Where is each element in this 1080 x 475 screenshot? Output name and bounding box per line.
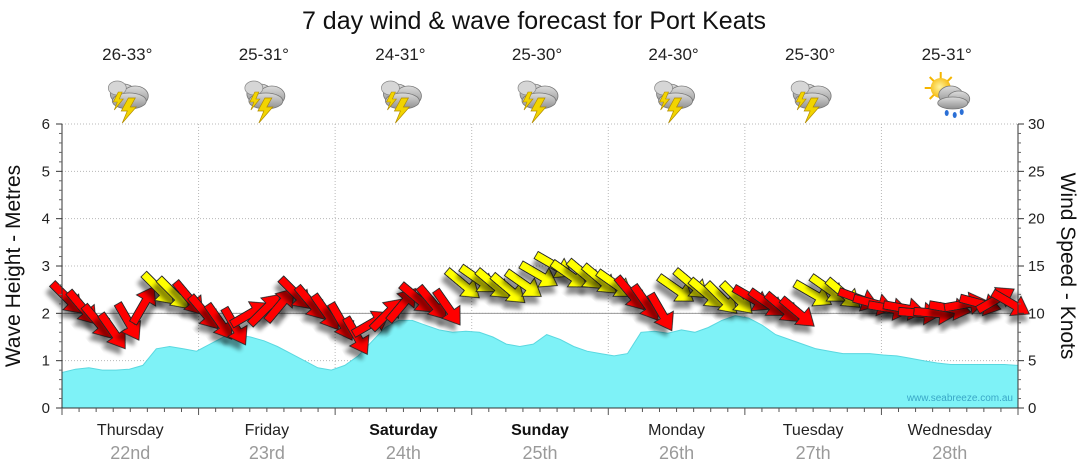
day-date-label: 24th <box>386 443 421 463</box>
storm-cloud-icon <box>244 80 286 124</box>
right-tick-label: 5 <box>1028 353 1036 370</box>
day-name-label: Thursday <box>97 422 164 439</box>
day-date-label: 22nd <box>110 443 150 463</box>
right-tick-label: 20 <box>1028 211 1045 228</box>
wind-arrow <box>432 287 461 326</box>
wind-arrow <box>129 285 157 326</box>
right-tick-label: 0 <box>1028 400 1036 417</box>
right-tick-label: 15 <box>1028 258 1045 275</box>
daily-forecast-header: 26-33° 25-31° 24-31° 25-30° 24-30° 25-30° 25-3… <box>102 45 972 124</box>
day-temp-range: 25-31° <box>239 45 289 64</box>
left-axis-label: Wave Height - Metres <box>2 165 25 367</box>
day-date-label: 23rd <box>249 443 285 463</box>
sun-rain-cloud-icon <box>923 71 971 119</box>
day-temp-range: 25-30° <box>512 45 562 64</box>
day-temp-range: 25-31° <box>922 45 972 64</box>
right-axis-label: Wind Speed - Knots <box>1056 173 1079 360</box>
wind-arrow <box>443 267 480 299</box>
left-tick-label: 5 <box>42 163 50 180</box>
storm-cloud-icon <box>107 80 149 124</box>
day-date-label: 28th <box>932 443 967 463</box>
day-name-label: Sunday <box>511 422 569 439</box>
left-tick-label: 4 <box>42 211 50 228</box>
right-tick-label: 30 <box>1028 116 1045 133</box>
wind-arrow <box>656 273 695 302</box>
chart-title: 7 day wind & wave forecast for Port Keat… <box>302 7 766 35</box>
day-temp-range: 24-30° <box>648 45 698 64</box>
credit-text: www.seabreeze.com.au <box>906 393 1013 404</box>
left-tick-label: 0 <box>42 400 50 417</box>
wind-arrow <box>778 295 815 327</box>
storm-cloud-icon <box>654 80 695 124</box>
wave-height-area <box>61 315 1019 409</box>
wind-arrow <box>703 280 738 314</box>
right-axis-ticks: 0 5 10 15 20 25 30 <box>1018 116 1045 417</box>
left-tick-label: 1 <box>42 353 50 370</box>
day-name-label: Tuesday <box>783 422 844 439</box>
left-tick-label: 2 <box>42 305 50 322</box>
wind-arrow <box>646 291 674 332</box>
right-tick-label: 25 <box>1028 163 1045 180</box>
day-name-label: Wednesday <box>908 422 992 439</box>
day-name-label: Saturday <box>369 422 438 439</box>
left-tick-label: 6 <box>42 116 50 133</box>
wind-arrow <box>792 279 833 307</box>
day-temp-range: 24-31° <box>375 45 425 64</box>
day-labels: Thursday 22nd Friday 23rd Saturday 24th Sunday… <box>97 422 992 463</box>
right-tick-label: 10 <box>1028 305 1045 322</box>
wind-arrow <box>489 271 526 304</box>
storm-cloud-icon <box>517 80 559 124</box>
wind-arrow <box>97 311 126 350</box>
day-temp-range: 25-30° <box>785 45 835 64</box>
storm-cloud-icon <box>790 80 832 124</box>
wind-arrow <box>203 301 233 340</box>
x-axis-ticks <box>61 408 1019 415</box>
day-temp-range: 26-33° <box>102 45 152 64</box>
day-date-label: 25th <box>522 443 557 463</box>
left-tick-label: 3 <box>42 258 50 275</box>
day-name-label: Monday <box>648 422 705 439</box>
day-date-label: 27th <box>796 443 831 463</box>
day-name-label: Friday <box>245 422 289 439</box>
storm-cloud-icon <box>381 80 422 124</box>
wind-arrow <box>263 287 295 324</box>
day-date-label: 26th <box>659 443 694 463</box>
wind-arrows <box>48 250 1031 356</box>
left-axis-ticks: 0 1 2 3 4 5 6 <box>42 116 62 417</box>
wind-arrow <box>518 260 559 288</box>
wind-arrow <box>503 268 542 297</box>
